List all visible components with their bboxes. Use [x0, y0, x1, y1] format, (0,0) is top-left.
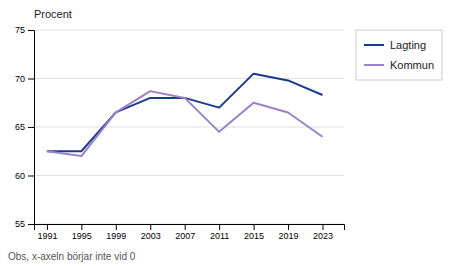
x-tick-mark — [150, 224, 151, 230]
y-tick: 70 — [15, 74, 34, 84]
grid-line — [34, 127, 344, 128]
plot: 1991 1995 1999 2003 2007 2011 2015 2019 2023 55 60… — [15, 25, 345, 241]
y-axis-title: Procent — [34, 8, 72, 20]
x-tick-mark — [116, 224, 117, 230]
x-tick: 2023 — [313, 224, 333, 241]
x-tick-mark — [219, 224, 220, 230]
x-tick-label: 2019 — [279, 231, 299, 241]
legend-swatch — [364, 64, 384, 66]
x-tick: 1991 — [37, 224, 57, 241]
x-tick: 1995 — [72, 224, 92, 241]
x-tick-label: 1995 — [72, 231, 92, 241]
y-axis: 55 60 65 70 75 — [15, 25, 35, 229]
chart: 1991 1995 1999 2003 2007 2011 2015 2019 2023 55 60… — [0, 0, 449, 266]
x-tick-mark — [288, 224, 289, 230]
x-tick-label: 2007 — [175, 231, 195, 241]
x-tick: 2003 — [141, 224, 161, 241]
note: Obs, x-axeln börjar inte vid 0 — [8, 251, 136, 262]
grid-line — [34, 78, 344, 79]
legend-label: Kommun — [390, 59, 434, 71]
x-tick: 2011 — [210, 224, 229, 241]
y-tick-label: 60 — [15, 171, 25, 181]
y-axis-line — [28, 31, 35, 225]
x-tick-mark — [322, 224, 323, 230]
x-tick-label: 2003 — [141, 231, 161, 241]
legend-label: Lagting — [390, 39, 426, 51]
x-tick: 2007 — [175, 224, 195, 241]
y-tick: 60 — [15, 171, 34, 181]
y-tick-label: 55 — [15, 219, 25, 229]
legend-item: Kommun — [364, 59, 434, 71]
x-tick-label: 2015 — [244, 231, 264, 241]
x-tick: 1999 — [106, 224, 126, 241]
grid-line — [34, 30, 344, 31]
legend-swatch — [364, 44, 384, 46]
legend: Lagting Kommun — [356, 30, 442, 80]
y-tick-mark — [28, 127, 34, 128]
x-tick-label: 1991 — [37, 231, 57, 241]
x-tick-label: 2011 — [210, 231, 229, 241]
x-axis: 1991 1995 1999 2003 2007 2011 2015 2019 2023 — [35, 224, 345, 241]
y-tick-label: 70 — [15, 74, 25, 84]
grid-line — [34, 175, 344, 176]
y-tick: 75 — [15, 25, 34, 35]
x-tick: 2019 — [279, 224, 299, 241]
x-tick: 2015 — [244, 224, 264, 241]
legend-item: Lagting — [364, 39, 426, 51]
x-tick-label: 2023 — [313, 231, 333, 241]
y-tick: 55 — [15, 219, 34, 229]
lines — [47, 74, 323, 156]
grid — [34, 30, 344, 224]
x-tick-mark — [47, 224, 48, 230]
y-tick-label: 65 — [15, 122, 25, 132]
y-tick-mark — [28, 79, 34, 80]
series-line — [47, 74, 323, 152]
y-tick-label: 75 — [15, 25, 25, 35]
x-tick-mark — [254, 224, 255, 230]
legend-box — [356, 30, 442, 80]
y-tick-mark — [28, 30, 34, 31]
x-tick-mark — [185, 224, 186, 230]
x-tick-label: 1999 — [106, 231, 126, 241]
x-axis-line — [35, 225, 345, 231]
series-line — [47, 91, 323, 156]
y-tick-mark — [28, 176, 34, 177]
x-tick-mark — [81, 224, 82, 230]
y-tick: 65 — [15, 122, 34, 132]
y-tick-mark — [28, 224, 34, 225]
